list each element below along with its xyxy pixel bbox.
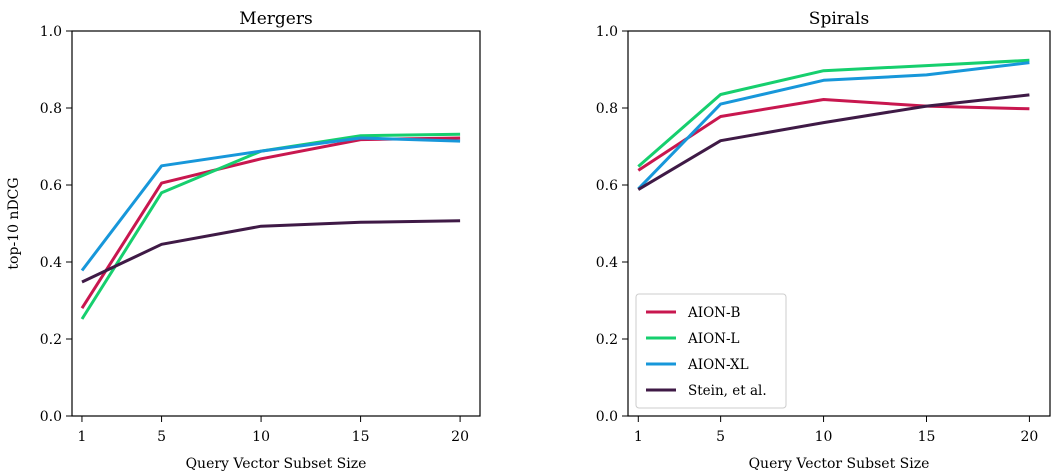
legend-label-aion-xl: AION-XL [687, 357, 749, 373]
series-line-aion-xl [80, 136, 461, 272]
x-tick-label: 15 [918, 429, 936, 445]
series-line-aion-l [637, 58, 1030, 168]
y-tick-label: 0.2 [40, 332, 62, 348]
series-line-stein-et-al [637, 93, 1030, 191]
plot-frame [71, 30, 481, 417]
x-tick-label: 20 [451, 429, 469, 445]
y-tick-label: 0.0 [596, 409, 618, 425]
x-tick-label: 1 [634, 429, 643, 445]
chart-title: Spirals [809, 9, 869, 29]
legend-label-aion-l: AION-L [687, 331, 740, 347]
x-tick-label: 10 [815, 429, 833, 445]
legend: AION-B AION-L AION-XL Stein, et al. [635, 293, 787, 409]
chart-title: Mergers [239, 9, 312, 29]
y-tick-label: 1.0 [40, 24, 62, 40]
y-tick-label: 0.4 [596, 255, 618, 271]
y-tick-label: 0.0 [40, 409, 62, 425]
x-tick-label: 15 [352, 429, 370, 445]
series-line-stein-et-al [81, 219, 461, 284]
x-tick-label: 5 [157, 429, 166, 445]
y-tick-label: 0.6 [596, 178, 618, 194]
y-tick-label: 0.4 [40, 255, 62, 271]
y-tick-label: 1.0 [596, 24, 618, 40]
x-tick-label: 5 [716, 429, 725, 445]
x-tick-label: 20 [1021, 429, 1039, 445]
legend-label-stein-et-al: Stein, et al. [688, 383, 767, 399]
x-tick-label: 1 [77, 429, 86, 445]
plot-frame [627, 30, 1051, 417]
x-tick-label: 10 [252, 429, 270, 445]
y-tick-label: 0.6 [40, 178, 62, 194]
x-axis-label: Query Vector Subset Size [186, 456, 367, 472]
series-line-aion-b [637, 98, 1030, 172]
series-line-aion-xl [637, 61, 1030, 190]
y-tick-label: 0.8 [40, 101, 62, 117]
y-axis-label: top-10 nDCG [6, 177, 22, 269]
x-axis-label: Query Vector Subset Size [749, 456, 930, 472]
legend-label-aion-b: AION-B [687, 305, 741, 321]
y-tick-label: 0.2 [596, 332, 618, 348]
legend-box [635, 293, 787, 409]
y-tick-label: 0.8 [596, 101, 618, 117]
